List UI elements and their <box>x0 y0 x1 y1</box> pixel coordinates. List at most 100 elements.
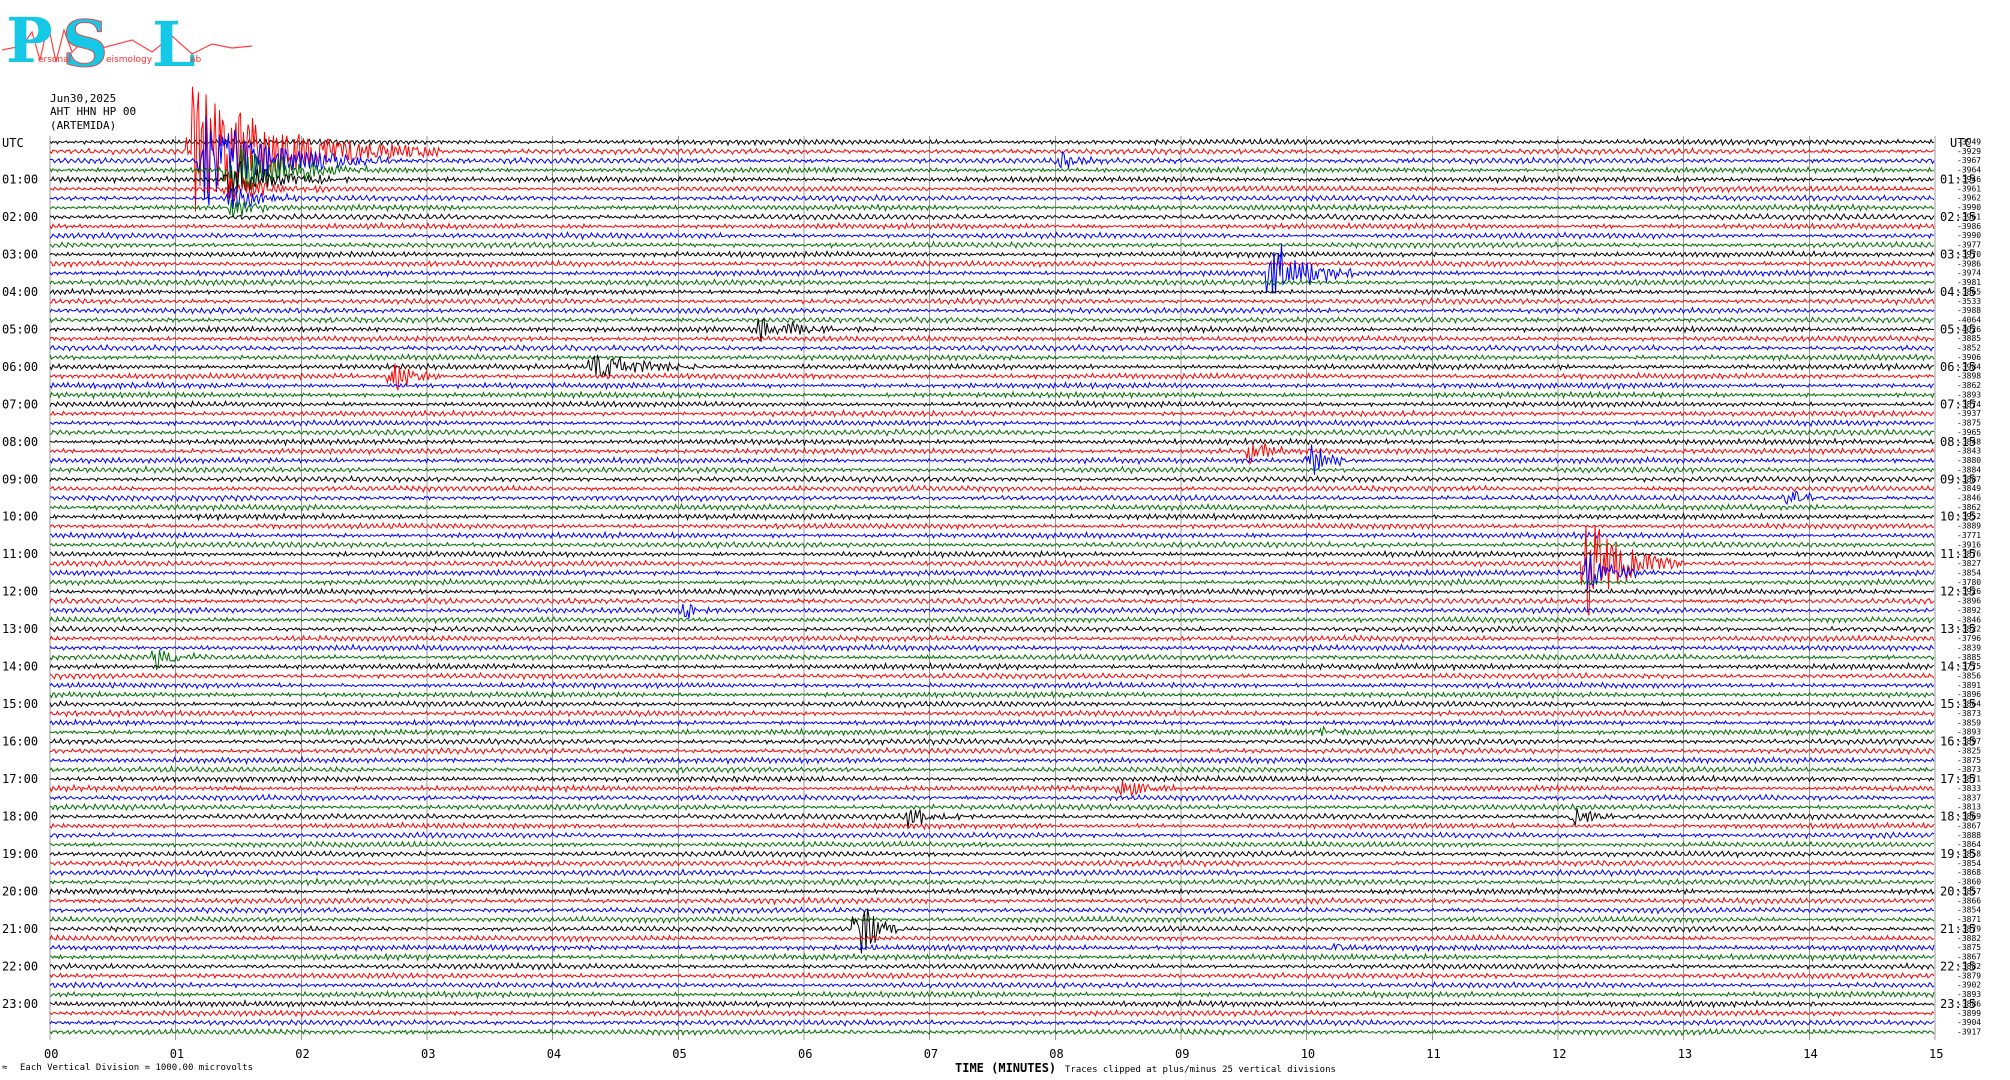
hour-label-right: 22:15 <box>1940 959 1976 973</box>
trace-line-65 <box>50 746 1935 756</box>
hour-label-right: 18:15 <box>1940 810 1976 824</box>
line-offset-label: -3846 <box>1957 615 1981 624</box>
trace-line-39 <box>50 502 1935 512</box>
trace-line-62 <box>49 717 1935 728</box>
trace-line-88 <box>49 961 1935 971</box>
x-tick-label: 11 <box>1426 1047 1440 1061</box>
line-offset-label: -3880 <box>1957 456 1981 465</box>
trace-line-81 <box>49 896 1935 906</box>
logo-word-3: ab <box>190 55 202 65</box>
hour-label-right: 07:15 <box>1940 397 1976 411</box>
minute-grid <box>49 136 1936 1040</box>
offset-labels: -3949-3929-3967-3964-3946-3961-3962-3990… <box>1957 138 1981 1037</box>
trace-line-22 <box>49 343 1935 353</box>
trace-line-15 <box>49 278 1935 288</box>
x-axis-title: TIME (MINUTES) <box>955 1061 1056 1075</box>
hour-label-left: 10:00 <box>2 510 38 524</box>
trace-line-29 <box>49 408 1935 419</box>
trace-line-60 <box>49 699 1935 709</box>
x-tick-label: 01 <box>170 1047 184 1061</box>
line-offset-label: -3871 <box>1957 915 1981 924</box>
line-offset-label: -4026 <box>1957 325 1981 334</box>
line-offset-label: -3904 <box>1957 1018 1981 1027</box>
line-offset-label: -3876 <box>1957 550 1981 559</box>
trace-line-90 <box>49 980 1935 990</box>
x-tick-label: 07 <box>924 1047 938 1061</box>
trace-line-45 <box>49 525 1935 616</box>
hour-label-left: 22:00 <box>2 959 38 973</box>
hour-label-right: 08:15 <box>1940 435 1976 449</box>
trace-line-94 <box>49 1018 1935 1028</box>
line-offset-label: -3952 <box>1957 512 1981 521</box>
trace-line-32 <box>49 437 1935 447</box>
trace-line-44 <box>49 549 1935 560</box>
line-offset-label: -3988 <box>1957 306 1981 315</box>
x-tick-label: 12 <box>1552 1047 1566 1061</box>
x-tick-label: 14 <box>1803 1047 1817 1061</box>
hour-label-right: 02:15 <box>1940 210 1976 224</box>
hour-label-left: 20:00 <box>2 885 38 899</box>
trace-line-35 <box>49 465 1935 475</box>
line-offset-label: -3882 <box>1957 962 1981 971</box>
hour-label-left: 21:00 <box>2 922 38 936</box>
trace-line-72 <box>49 808 1935 829</box>
line-offset-label: -3889 <box>1957 522 1981 531</box>
trace-line-69 <box>49 780 1935 797</box>
trace-line-41 <box>49 521 1935 531</box>
line-offset-label: -3885 <box>1957 334 1981 343</box>
logo-letter-p: P <box>6 4 53 77</box>
trace-line-64 <box>49 737 1935 747</box>
trace-line-3 <box>49 146 1935 197</box>
line-offset-label: -3843 <box>1957 447 1981 456</box>
utc-left-label: UTC <box>2 136 24 150</box>
trace-line-77 <box>49 858 1935 868</box>
line-offset-label: -3854 <box>1957 568 1981 577</box>
line-offset-label: -3986 <box>1957 222 1981 231</box>
hour-label-right: 19:15 <box>1940 847 1976 861</box>
line-offset-label: -3962 <box>1957 194 1981 203</box>
trace-line-13 <box>49 259 1935 269</box>
line-offset-label: -3974 <box>1957 269 1981 278</box>
trace-line-92 <box>49 999 1935 1009</box>
trace-line-31 <box>49 427 1935 438</box>
trace-line-75 <box>49 839 1935 849</box>
trace-line-5 <box>50 176 1934 204</box>
hour-label-right: 13:15 <box>1940 622 1976 636</box>
trace-line-58 <box>49 680 1935 691</box>
line-offset-label: -3879 <box>1957 971 1981 980</box>
trace-line-20 <box>49 317 1935 342</box>
line-offset-label: -3827 <box>1957 559 1981 568</box>
line-offset-label: -3893 <box>1957 990 1981 999</box>
trace-line-34 <box>49 444 1935 475</box>
x-tick-label: 10 <box>1301 1047 1315 1061</box>
line-offset-label: -3967 <box>1957 156 1981 165</box>
line-offset-label: -3897 <box>1957 737 1981 746</box>
header-location: (ARTEMIDA) <box>50 119 117 132</box>
hour-label-right: 01:15 <box>1940 173 1976 187</box>
line-offset-label: -3990 <box>1957 203 1981 212</box>
logo-word-1: ersonal <box>38 55 71 65</box>
line-offset-label: -3860 <box>1957 878 1981 887</box>
trace-line-87 <box>49 952 1935 962</box>
hour-label-right: 06:15 <box>1940 360 1976 374</box>
trace-line-1 <box>49 86 1935 212</box>
line-offset-label: -3775 <box>1957 662 1981 671</box>
trace-line-79 <box>49 877 1935 887</box>
hour-label-left: 06:00 <box>2 360 38 374</box>
trace-line-38 <box>49 490 1935 506</box>
line-offset-label: -3859 <box>1957 718 1981 727</box>
line-offset-label: -3864 <box>1957 700 1981 709</box>
trace-line-30 <box>49 418 1935 428</box>
line-offset-label: -3866 <box>1957 896 1981 905</box>
trace-line-8 <box>49 212 1935 222</box>
x-tick-label: 00 <box>44 1047 58 1061</box>
trace-line-68 <box>49 774 1935 784</box>
line-offset-label: -3849 <box>1957 484 1981 493</box>
line-offset-label: -3929 <box>1957 147 1981 156</box>
hour-label-left: 05:00 <box>2 322 38 336</box>
line-offset-label: -3867 <box>1957 953 1981 962</box>
line-offset-label: -3888 <box>1957 831 1981 840</box>
trace-line-82 <box>49 905 1935 915</box>
footer-clipping-note: Traces clipped at plus/minus 25 vertical… <box>1065 1065 1336 1075</box>
